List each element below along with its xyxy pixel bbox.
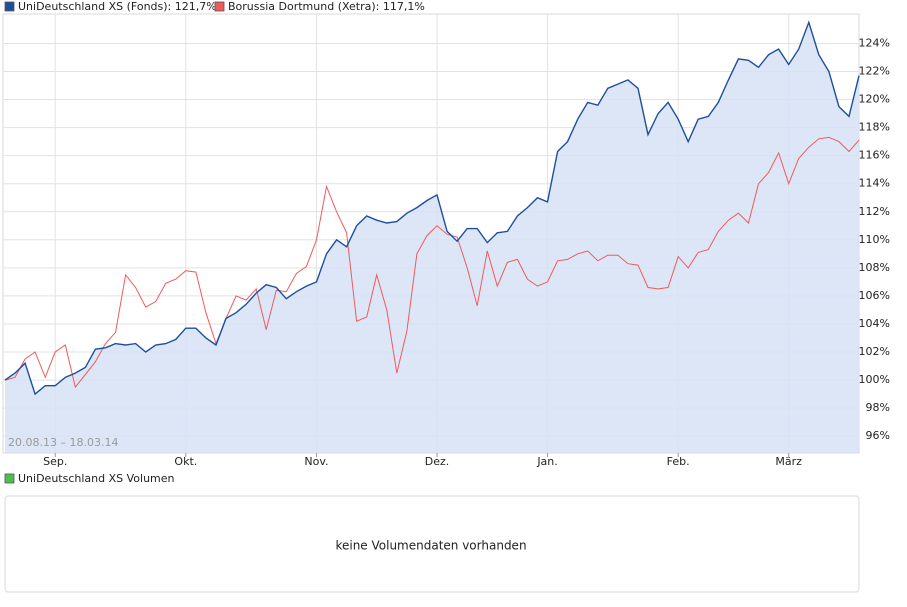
y-tick-label: 118% [859, 121, 890, 134]
legend-swatch [4, 1, 15, 12]
y-tick-label: 112% [859, 205, 890, 218]
x-tick-label: Feb. [667, 455, 690, 468]
volume-panel [4, 495, 860, 593]
y-tick-label: 110% [859, 233, 890, 246]
y-tick-label: 102% [859, 345, 890, 358]
volume-message: keine Volumendaten vorhanden [335, 539, 526, 553]
legend-label: UniDeutschland XS Volumen [18, 472, 175, 485]
x-tick-label: Okt. [174, 455, 197, 468]
legend-label: UniDeutschland XS (Fonds): 121,7% [18, 0, 217, 13]
x-tick-label: Dez. [425, 455, 450, 468]
x-tick-label: Nov. [304, 455, 328, 468]
y-tick-label: 104% [859, 317, 890, 330]
legend-swatch [4, 473, 15, 484]
legend: UniDeutschland XS (Fonds): 121,7% Borussi… [4, 0, 425, 13]
series-area [5, 22, 859, 454]
x-tick-label: März [775, 455, 802, 468]
y-tick-label: 122% [859, 65, 890, 78]
y-tick-label: 98% [866, 401, 890, 414]
x-tick-label: Sep. [43, 455, 67, 468]
legend-label: Borussia Dortmund (Xetra): 117,1% [228, 0, 425, 13]
y-tick-label: 100% [859, 373, 890, 386]
legend-swatch [214, 1, 225, 12]
x-tick-label: Jan. [536, 455, 557, 468]
series-line [4, 136, 860, 389]
y-tick-label: 96% [866, 429, 890, 442]
series-line [4, 20, 860, 396]
y-tick-label: 116% [859, 149, 890, 162]
y-tick-label: 114% [859, 177, 890, 190]
date-range: 20.08.13 – 18.03.14 [8, 436, 118, 449]
y-tick-label: 106% [859, 289, 890, 302]
y-tick-label: 108% [859, 261, 890, 274]
y-tick-label: 120% [859, 93, 890, 106]
y-tick-label: 124% [859, 36, 890, 49]
marks [4, 20, 860, 454]
